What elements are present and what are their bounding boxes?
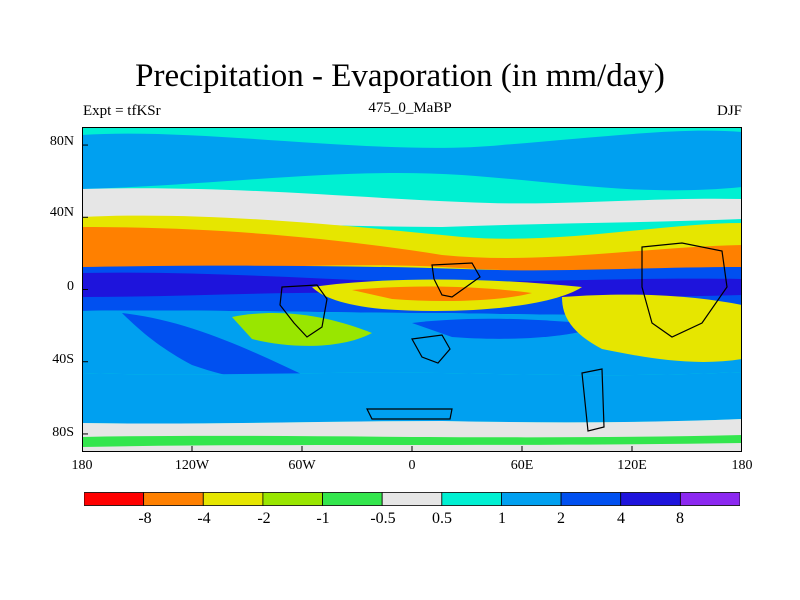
y-tick-label-40s: 40S [52,352,74,367]
colorbar-box [560,492,622,506]
field-north-storm-track [82,130,742,191]
field-south-storm-track [82,372,742,424]
colorbar-box [202,492,264,506]
colorbar-label-2: 2 [557,510,565,527]
colorbar-label-05: 0.5 [432,510,452,527]
y-tick-label-80n: 80N [49,134,74,149]
colorbar-label-n05: -0.5 [370,510,396,527]
continent-outline-india [411,334,451,364]
x-tick-label-60e: 60E [510,458,534,473]
map-plot [82,127,742,452]
plot-title: Precipitation - Evaporation (in mm/day) [135,58,665,94]
field-neutral-north [82,188,742,227]
colorbar-label-1: 1 [498,510,506,527]
field-south-atlantic-wet [412,318,602,339]
colorbar-label-n2: -2 [257,510,271,527]
colorbar-box [679,492,740,506]
x-tick-label-60w: 60W [288,458,316,473]
continent-outline-antarctic-fragment [581,368,605,432]
x-tick-label-180w: 180 [71,458,93,473]
colorbar-box [262,492,323,506]
colorbar-label-8: 8 [676,510,684,527]
colorbar-box [501,492,562,506]
colorbar-label-n8: -8 [138,510,152,527]
colorbar-box [381,492,443,506]
colorbar-box [143,492,204,506]
colorbar-box [441,492,502,506]
continent-outline-east [641,242,728,338]
colorbar-label-n1: -1 [316,510,330,527]
colorbar-box [322,492,383,506]
continent-outline-africa [431,262,481,298]
y-tick-label-0: 0 [67,279,74,294]
field-australia-dry [562,294,742,362]
x-tick-label-180e: 180 [731,458,753,473]
colorbar-label-4: 4 [617,510,625,527]
y-tick-label-80s: 80S [52,425,74,440]
period-label: 475_0_MaBP [368,100,452,116]
colorbar-box [84,492,145,506]
y-tick-label-40n: 40N [49,205,74,220]
continent-outline-south-america [279,284,328,338]
season-label: DJF [716,103,742,119]
field-antarctic-margin [82,435,742,447]
y-ticks [82,144,88,435]
field-arid-north-west [102,231,282,266]
map-frame [82,127,742,452]
continent-outline-south-polar [366,408,453,420]
colorbar [84,492,740,506]
colorbar-box [620,492,681,506]
field-south-dry-patch [232,312,372,346]
x-ticks [82,446,742,452]
field-south-pacific-wet [122,313,312,384]
x-tick-label-0: 0 [408,458,416,473]
x-tick-label-120e: 120E [617,458,647,473]
experiment-label: Expt = tfKSr [83,103,161,119]
x-tick-label-120w: 120W [174,458,210,473]
colorbar-label-n4: -4 [197,510,211,527]
